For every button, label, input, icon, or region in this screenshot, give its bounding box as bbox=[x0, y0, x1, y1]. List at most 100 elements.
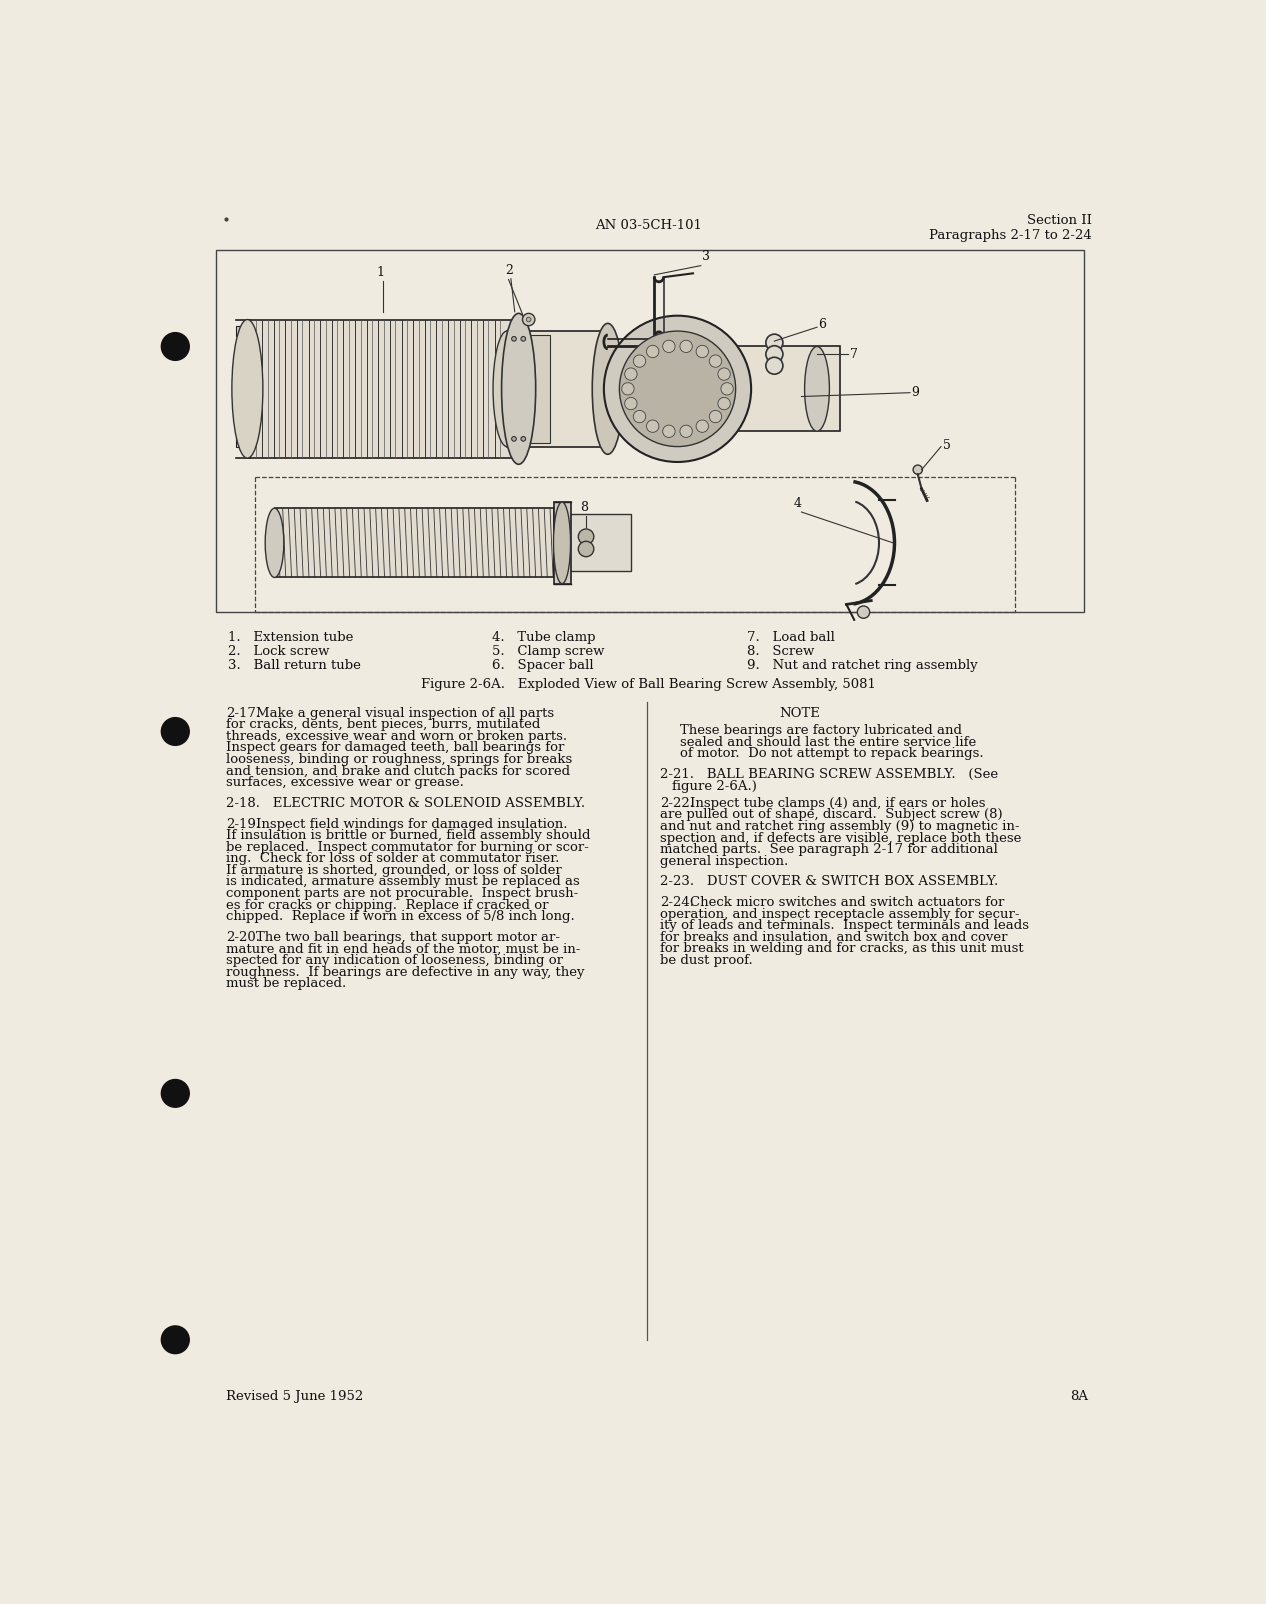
Text: surfaces, excessive wear or grease.: surfaces, excessive wear or grease. bbox=[227, 776, 465, 789]
Bar bbox=[506, 330, 608, 446]
Ellipse shape bbox=[766, 358, 782, 374]
Text: be dust proof.: be dust proof. bbox=[661, 954, 753, 967]
Ellipse shape bbox=[805, 346, 829, 431]
Text: ing.  Check for loss of solder at commutator riser.: ing. Check for loss of solder at commuta… bbox=[227, 852, 560, 866]
Text: spection and, if defects are visible, replace both these: spection and, if defects are visible, re… bbox=[661, 831, 1022, 845]
Text: AN 03-5CH-101: AN 03-5CH-101 bbox=[595, 220, 703, 233]
Ellipse shape bbox=[718, 398, 730, 409]
Text: 5.   Clamp screw: 5. Clamp screw bbox=[491, 645, 604, 658]
Bar bbox=[530, 335, 549, 443]
Bar bbox=[235, 326, 249, 337]
Text: for breaks and insulation, and switch box and cover: for breaks and insulation, and switch bo… bbox=[661, 930, 1008, 943]
Text: figure 2-6A.): figure 2-6A.) bbox=[672, 780, 757, 792]
Text: 2-23.   DUST COVER & SWITCH BOX ASSEMBLY.: 2-23. DUST COVER & SWITCH BOX ASSEMBLY. bbox=[661, 876, 999, 889]
Text: Paragraphs 2-17 to 2-24: Paragraphs 2-17 to 2-24 bbox=[929, 229, 1093, 242]
Text: 2-21.   BALL BEARING SCREW ASSEMBLY.   (See: 2-21. BALL BEARING SCREW ASSEMBLY. (See bbox=[661, 768, 999, 781]
Text: component parts are not procurable.  Inspect brush-: component parts are not procurable. Insp… bbox=[227, 887, 579, 900]
Text: 9.   Nut and ratchet ring assembly: 9. Nut and ratchet ring assembly bbox=[747, 659, 979, 672]
Ellipse shape bbox=[622, 383, 634, 395]
Text: 2-17.: 2-17. bbox=[227, 707, 261, 720]
Text: and nut and ratchet ring assembly (9) to magnetic in-: and nut and ratchet ring assembly (9) to… bbox=[661, 820, 1020, 832]
Circle shape bbox=[161, 1327, 189, 1354]
Ellipse shape bbox=[492, 330, 520, 446]
Ellipse shape bbox=[511, 337, 517, 342]
Circle shape bbox=[161, 332, 189, 361]
Text: spected for any indication of looseness, binding or: spected for any indication of looseness,… bbox=[227, 954, 563, 967]
Ellipse shape bbox=[511, 436, 517, 441]
Text: roughness.  If bearings are defective in any way, they: roughness. If bearings are defective in … bbox=[227, 966, 585, 978]
Text: matched parts.  See paragraph 2-17 for additional: matched parts. See paragraph 2-17 for ad… bbox=[661, 844, 999, 857]
Bar bbox=[677, 346, 841, 431]
Text: 3: 3 bbox=[703, 250, 710, 263]
Text: must be replaced.: must be replaced. bbox=[227, 977, 347, 990]
Text: for breaks in welding and for cracks, as this unit must: for breaks in welding and for cracks, as… bbox=[661, 943, 1024, 956]
Ellipse shape bbox=[647, 345, 658, 358]
Bar bbox=[235, 363, 249, 374]
Ellipse shape bbox=[720, 383, 733, 395]
Ellipse shape bbox=[647, 420, 658, 433]
Text: 5: 5 bbox=[943, 438, 951, 452]
Text: 2-22.: 2-22. bbox=[661, 797, 695, 810]
Text: operation, and inspect receptacle assembly for secur-: operation, and inspect receptacle assemb… bbox=[661, 908, 1020, 921]
Ellipse shape bbox=[766, 334, 782, 351]
Text: for cracks, dents, bent pieces, burrs, mutilated: for cracks, dents, bent pieces, burrs, m… bbox=[227, 719, 541, 731]
Text: Figure 2-6A.   Exploded View of Ball Bearing Screw Assembly, 5081: Figure 2-6A. Exploded View of Ball Beari… bbox=[422, 677, 876, 691]
Text: Inspect gears for damaged teeth, ball bearings for: Inspect gears for damaged teeth, ball be… bbox=[227, 741, 565, 754]
Ellipse shape bbox=[579, 529, 594, 544]
Text: 2: 2 bbox=[505, 265, 513, 277]
Ellipse shape bbox=[604, 316, 751, 462]
Ellipse shape bbox=[696, 420, 709, 433]
Bar bbox=[235, 399, 249, 411]
Bar bbox=[235, 345, 249, 354]
Text: 7.   Load ball: 7. Load ball bbox=[747, 632, 836, 645]
Text: is indicated, armature assembly must be replaced as: is indicated, armature assembly must be … bbox=[227, 876, 580, 889]
Ellipse shape bbox=[624, 398, 637, 409]
Text: and tension, and brake and clutch packs for scored: and tension, and brake and clutch packs … bbox=[227, 765, 571, 778]
Ellipse shape bbox=[265, 508, 284, 577]
Text: general inspection.: general inspection. bbox=[661, 855, 789, 868]
Text: 7: 7 bbox=[849, 348, 857, 361]
Text: of motor.  Do not attempt to repack bearings.: of motor. Do not attempt to repack beari… bbox=[680, 747, 984, 760]
Ellipse shape bbox=[520, 337, 525, 342]
Bar bbox=[568, 515, 630, 571]
Text: be replaced.  Inspect commutator for burning or scor-: be replaced. Inspect commutator for burn… bbox=[227, 840, 590, 853]
Text: mature and fit in end heads of the motor, must be in-: mature and fit in end heads of the motor… bbox=[227, 943, 581, 956]
Ellipse shape bbox=[520, 436, 525, 441]
Text: The two ball bearings, that support motor ar-: The two ball bearings, that support moto… bbox=[256, 930, 560, 943]
Bar bbox=[235, 436, 249, 448]
Text: es for cracks or chipping.  Replace if cracked or: es for cracks or chipping. Replace if cr… bbox=[227, 898, 549, 911]
Ellipse shape bbox=[696, 345, 709, 358]
Circle shape bbox=[161, 717, 189, 746]
Text: 4: 4 bbox=[794, 497, 801, 510]
Text: 2-18.   ELECTRIC MOTOR & SOLENOID ASSEMBLY.: 2-18. ELECTRIC MOTOR & SOLENOID ASSEMBLY… bbox=[227, 797, 586, 810]
Text: threads, excessive wear and worn or broken parts.: threads, excessive wear and worn or brok… bbox=[227, 730, 567, 743]
Text: 3.   Ball return tube: 3. Ball return tube bbox=[228, 659, 361, 672]
Text: 8.   Screw: 8. Screw bbox=[747, 645, 814, 658]
Ellipse shape bbox=[619, 330, 736, 446]
Text: are pulled out of shape, discard.  Subject screw (8): are pulled out of shape, discard. Subjec… bbox=[661, 808, 1003, 821]
Ellipse shape bbox=[913, 465, 923, 475]
Text: 2-24.: 2-24. bbox=[661, 897, 695, 909]
Ellipse shape bbox=[624, 367, 637, 380]
Text: If armature is shorted, grounded, or loss of solder: If armature is shorted, grounded, or los… bbox=[227, 865, 562, 877]
Text: 2.   Lock screw: 2. Lock screw bbox=[228, 645, 329, 658]
Ellipse shape bbox=[232, 319, 263, 459]
Text: Section II: Section II bbox=[1027, 213, 1093, 228]
Ellipse shape bbox=[766, 346, 782, 363]
Bar bbox=[275, 508, 553, 577]
Text: 4.   Tube clamp: 4. Tube clamp bbox=[491, 632, 595, 645]
Circle shape bbox=[161, 1079, 189, 1107]
Bar bbox=[235, 382, 249, 391]
Text: Make a general visual inspection of all parts: Make a general visual inspection of all … bbox=[256, 707, 555, 720]
Ellipse shape bbox=[633, 354, 646, 367]
Ellipse shape bbox=[553, 502, 571, 584]
Text: 6: 6 bbox=[819, 319, 827, 332]
Ellipse shape bbox=[633, 411, 646, 423]
Ellipse shape bbox=[662, 425, 675, 438]
Ellipse shape bbox=[718, 367, 730, 380]
Bar bbox=[216, 250, 1085, 613]
Ellipse shape bbox=[709, 411, 722, 423]
Text: NOTE: NOTE bbox=[780, 707, 820, 720]
Text: Inspect field windings for damaged insulation.: Inspect field windings for damaged insul… bbox=[256, 818, 567, 831]
Ellipse shape bbox=[501, 313, 536, 464]
